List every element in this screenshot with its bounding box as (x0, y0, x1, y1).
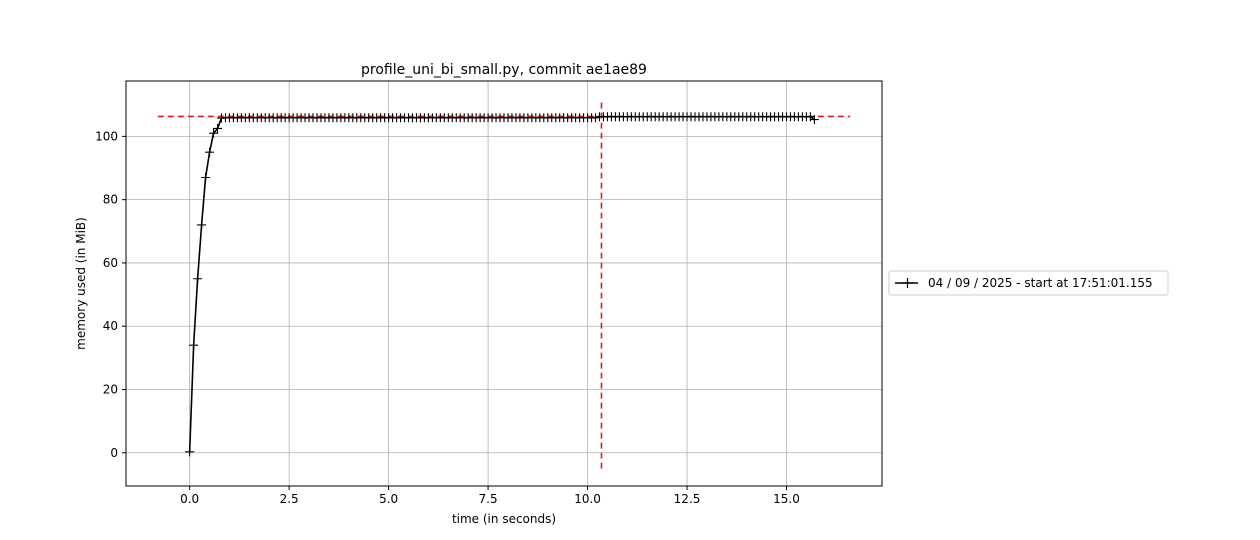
data-point-marker (205, 147, 215, 157)
y-tick-label: 40 (103, 319, 118, 333)
data-series (185, 112, 819, 457)
x-tick-label: 5.0 (379, 492, 398, 506)
legend: 04 / 09 / 2025 - start at 17:51:01.155 (888, 270, 1169, 296)
data-point-marker (201, 173, 211, 183)
x-tick-label: 10.0 (574, 492, 601, 506)
data-point-marker (213, 123, 223, 133)
legend-box (888, 270, 1169, 296)
legend-label: 04 / 09 / 2025 - start at 17:51:01.155 (928, 276, 1153, 290)
chart-title: profile_uni_bi_small.py, commit ae1ae89 (361, 62, 647, 78)
y-tick-label: 20 (103, 382, 118, 396)
x-tick-label: 7.5 (479, 492, 498, 506)
x-tick-label: 2.5 (280, 492, 299, 506)
y-axis-label: memory used (in MiB) (74, 217, 88, 350)
x-tick-label: 15.0 (773, 492, 800, 506)
legend-plus-marker-icon (902, 278, 913, 288)
y-tick-label: 80 (103, 193, 118, 207)
data-point-marker (209, 128, 219, 138)
y-tick-label: 0 (110, 446, 118, 460)
data-point-marker (809, 115, 819, 125)
axis-ticks: 0.0 2.5 5.0 7.5 10.0 12.5 15.0 0 20 40 60 80 100 (95, 129, 800, 506)
data-point-marker (189, 340, 199, 350)
x-tick-label: 12.5 (674, 492, 701, 506)
grid-lines (126, 81, 882, 486)
plot-frame (125, 80, 883, 487)
data-point-marker (591, 113, 601, 123)
data-point-marker (185, 447, 195, 457)
y-tick-label: 100 (95, 129, 118, 143)
data-point-marker (193, 274, 203, 284)
y-tick-label: 60 (103, 256, 118, 270)
data-point-marker (197, 220, 207, 230)
x-axis-label: time (in seconds) (452, 512, 556, 526)
x-tick-label: 0.0 (180, 492, 199, 506)
